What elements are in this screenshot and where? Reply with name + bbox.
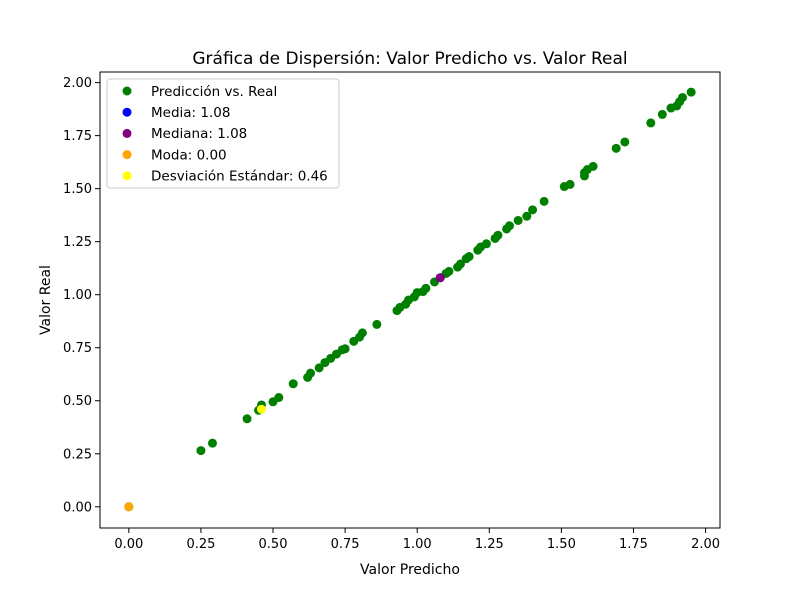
y-tick-label: 0.25 xyxy=(63,447,92,462)
points-layer xyxy=(124,87,696,512)
legend-marker-3 xyxy=(122,150,132,160)
legend-marker-4 xyxy=(122,171,132,181)
data-point-s0-p11 xyxy=(314,363,324,373)
y-tick-label: 1.50 xyxy=(63,182,92,197)
data-point-s0-p42 xyxy=(504,221,514,231)
data-point-s0-p8 xyxy=(288,379,298,389)
x-axis-label: Valor Predicho xyxy=(360,562,460,578)
data-point-s0-p60 xyxy=(678,92,688,102)
data-point-s0-p33 xyxy=(455,259,465,269)
legend-label-1: Media: 1.08 xyxy=(151,105,230,121)
data-point-s0-p2 xyxy=(207,438,217,448)
data-point-s0-p52 xyxy=(588,161,598,171)
data-point-s0-p40 xyxy=(493,230,503,240)
x-tick-label: 0.75 xyxy=(331,537,360,552)
x-tick-label: 0.25 xyxy=(186,537,215,552)
data-point-s4-p0 xyxy=(256,404,266,414)
legend-marker-2 xyxy=(122,128,132,138)
data-point-s0-p45 xyxy=(528,205,538,215)
x-axis: 0.00 0.25 0.50 0.75 1.00 1.25 1.50 1.75 2.00 xyxy=(114,528,720,552)
x-tick-label: 1.50 xyxy=(547,537,576,552)
legend-label-3: Moda: 0.00 xyxy=(151,147,227,163)
legend: Predicción vs. Real Media: 1.08 Mediana: 1… xyxy=(106,78,340,189)
y-tick-label: 1.25 xyxy=(63,235,92,250)
data-point-s2-p0 xyxy=(435,273,445,283)
data-point-s0-p10 xyxy=(306,368,316,378)
x-tick-label: 0.00 xyxy=(114,537,143,552)
y-tick-label: 1.75 xyxy=(63,129,92,144)
data-point-s0-p38 xyxy=(481,239,491,249)
y-axis: 0.00 0.25 0.50 0.75 1.00 1.25 1.50 1.75 2.00 xyxy=(63,76,100,515)
legend-label-0: Predicción vs. Real xyxy=(151,84,277,100)
x-tick-label: 1.00 xyxy=(403,537,432,552)
data-point-s0-p35 xyxy=(464,252,474,262)
data-point-s0-p54 xyxy=(620,137,630,147)
data-point-s3-p0 xyxy=(124,502,134,512)
data-point-s0-p28 xyxy=(421,283,431,293)
x-tick-label: 1.75 xyxy=(619,537,648,552)
data-point-s0-p20 xyxy=(372,319,382,329)
legend-marker-0 xyxy=(122,86,132,96)
x-tick-label: 2.00 xyxy=(691,537,720,552)
legend-marker-1 xyxy=(122,107,132,117)
chart-title: Gráfica de Dispersión: Valor Predicho vs… xyxy=(192,49,627,69)
data-point-s0-p1 xyxy=(196,446,206,456)
legend-box xyxy=(106,78,340,189)
y-tick-label: 0.00 xyxy=(63,500,92,515)
plot-frame xyxy=(99,71,721,529)
data-point-s0-p55 xyxy=(646,118,656,128)
data-point-s0-p31 xyxy=(444,266,454,276)
data-point-s0-p56 xyxy=(657,109,667,119)
data-point-s0-p19 xyxy=(357,328,367,338)
data-point-s0-p16 xyxy=(340,344,350,354)
y-tick-label: 0.75 xyxy=(63,341,92,356)
data-point-s0-p7 xyxy=(274,393,284,403)
data-point-s0-p53 xyxy=(611,143,621,153)
legend-label-4: Desviación Estándar: 0.46 xyxy=(151,169,328,185)
x-tick-label: 1.25 xyxy=(475,537,504,552)
legend-label-2: Mediana: 1.08 xyxy=(151,126,247,142)
y-tick-label: 2.00 xyxy=(63,76,92,91)
data-point-s0-p61 xyxy=(686,87,696,97)
y-axis-label: Valor Real xyxy=(38,265,54,335)
data-point-s0-p48 xyxy=(565,179,575,189)
x-tick-label: 0.50 xyxy=(259,537,288,552)
y-tick-label: 0.50 xyxy=(63,394,92,409)
data-point-s0-p3 xyxy=(242,414,252,424)
data-point-s0-p44 xyxy=(522,211,532,221)
y-tick-label: 1.00 xyxy=(63,288,92,303)
data-point-s0-p43 xyxy=(513,215,523,225)
data-point-s0-p46 xyxy=(539,196,549,206)
